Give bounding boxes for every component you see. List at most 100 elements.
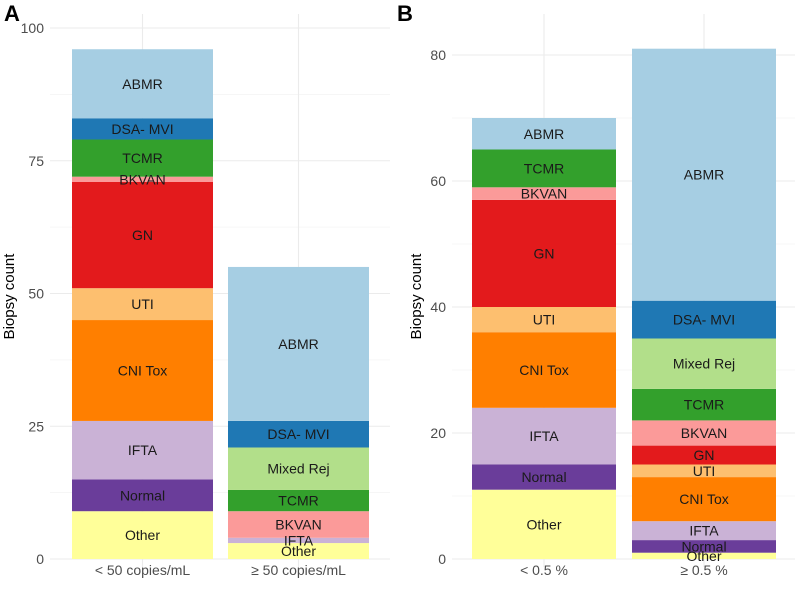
bar-segment-dsa-mvi — [632, 300, 776, 339]
bar-segment-label: Other — [526, 516, 561, 532]
bar-stack: Other Normal IFTA CNI Tox UTI GN BKVAN TCMR ABMR — [472, 118, 616, 559]
bar-segment-bkvan — [472, 187, 616, 200]
bar-segment-bkvan — [72, 176, 213, 182]
bar-segment-uti — [72, 288, 213, 321]
bar-segment-gn — [632, 445, 776, 465]
panel-a: 0 25 50 75 100 Other Normal IFTA CNI Tox UTI GN BKV… — [1, 1, 390, 578]
bar-segment-ifta — [632, 521, 776, 541]
bar-segment-normal — [632, 540, 776, 553]
bar-segment-dsa-mvi — [228, 420, 369, 448]
bar-segment-label: IFTA — [689, 523, 719, 539]
bar-segment-gn — [72, 181, 213, 289]
x-tick-label: < 50 copies/mL — [95, 562, 191, 578]
bar-segment-label: CNI Tox — [519, 362, 569, 378]
bar-segment-ifta — [228, 537, 369, 544]
x-tick-label: ≥ 50 copies/mL — [251, 562, 346, 578]
bar-segment-cni-tox — [72, 320, 213, 421]
x-tick-label: ≥ 0.5 % — [680, 562, 727, 578]
y-tick-label: 75 — [28, 153, 44, 169]
y-tick-label: 0 — [36, 551, 44, 567]
y-tick-label: 50 — [28, 286, 44, 302]
bar-segment-label: TCMR — [122, 150, 162, 166]
bar-segment-cni-tox — [632, 477, 776, 522]
bar-segment-label: Other — [125, 527, 160, 543]
bar-segment-abmr — [472, 118, 616, 150]
bar-segment-ifta — [472, 407, 616, 465]
bar-segment-other — [472, 489, 616, 559]
bar-segment-label: UTI — [131, 296, 154, 312]
bar-segment-label: Normal — [120, 487, 165, 503]
y-tick-label: 0 — [438, 551, 446, 567]
bar-segment-label: BKVAN — [119, 171, 165, 187]
bar-segment-label: Other — [281, 543, 316, 559]
bar-segment-mixed-rej — [632, 338, 776, 389]
y-tick-label: 100 — [21, 20, 45, 36]
bar-segment-other — [228, 543, 369, 559]
bar-segment-label: UTI — [533, 312, 556, 328]
bar-segment-abmr — [72, 49, 213, 119]
y-tick-label: 60 — [430, 173, 446, 189]
bar-segment-tcmr — [228, 489, 369, 512]
y-tick-label: 80 — [430, 47, 446, 63]
y-tick-label: 20 — [430, 425, 446, 441]
y-axis-title: Biopsy count — [408, 253, 425, 340]
panel-letter: B — [397, 1, 413, 26]
bar-segment-label: Other — [686, 548, 721, 564]
bar-segment-label: ABMR — [524, 126, 564, 142]
x-tick-label: < 0.5 % — [520, 562, 568, 578]
bar-segment-abmr — [228, 266, 369, 421]
bar-segment-other — [72, 511, 213, 559]
bar-segment-label: GN — [132, 227, 153, 243]
bar-segment-dsa-mvi — [72, 118, 213, 140]
bar-segment-normal — [472, 464, 616, 490]
bar-segment-label: Normal — [521, 469, 566, 485]
bar-stack: Other Normal IFTA CNI Tox UTI GN BKVAN TCMR DSA-… — [72, 49, 213, 559]
bar-segment-ifta — [72, 420, 213, 480]
bar-segment-other — [632, 552, 776, 559]
bar-segment-label: Mixed Rej — [673, 356, 735, 372]
bar-segment-tcmr — [72, 139, 213, 177]
bar-segment-label: DSA- MVI — [111, 121, 173, 137]
panel-letter: A — [4, 1, 20, 26]
bar-segment-label: BKVAN — [521, 186, 567, 202]
bar-segment-bkvan — [228, 511, 369, 538]
bar-segment-bkvan — [632, 420, 776, 446]
bar-segment-label: GN — [694, 447, 715, 463]
bar-segment-label: IFTA — [529, 428, 559, 444]
bar-segment-label: UTI — [693, 463, 716, 479]
bar-segment-label: GN — [534, 245, 555, 261]
bar-segment-tcmr — [472, 149, 616, 188]
bar-segment-label: Normal — [681, 538, 726, 554]
bar-segment-label: IFTA — [128, 442, 158, 458]
bar-segment-abmr — [632, 48, 776, 301]
bar-segment-label: CNI Tox — [679, 491, 729, 507]
bar-segment-label: CNI Tox — [118, 362, 168, 378]
bar-segment-mixed-rej — [228, 447, 369, 490]
bar-segment-label: DSA- MVI — [673, 312, 735, 328]
bar-segment-label: DSA- MVI — [267, 426, 329, 442]
bar-segment-gn — [472, 199, 616, 307]
y-axis-title: Biopsy count — [1, 253, 18, 340]
bar-segment-label: Mixed Rej — [267, 461, 329, 477]
y-tick-label: 40 — [430, 299, 446, 315]
bar-segment-normal — [72, 479, 213, 512]
bar-segment-label: ABMR — [684, 167, 724, 183]
bar-segment-label: BKVAN — [275, 516, 321, 532]
bar-segment-uti — [632, 464, 776, 478]
bar-segment-label: ABMR — [122, 76, 162, 92]
bar-segment-tcmr — [632, 388, 776, 421]
bar-segment-label: TCMR — [684, 397, 724, 413]
bar-segment-label: IFTA — [284, 532, 314, 548]
bar-segment-label: TCMR — [524, 160, 564, 176]
bar-segment-label: BKVAN — [681, 425, 727, 441]
bar-segment-cni-tox — [472, 332, 616, 408]
y-tick-label: 25 — [28, 418, 44, 434]
bar-segment-label: ABMR — [278, 336, 318, 352]
bar-segment-label: TCMR — [278, 493, 318, 509]
bar-segment-uti — [472, 307, 616, 333]
